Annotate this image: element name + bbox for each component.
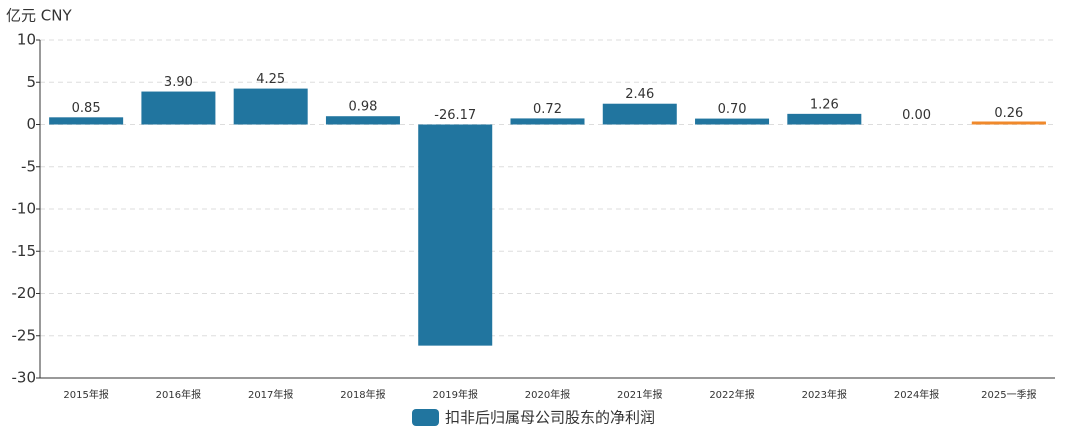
x-tick-label: 2022年报 (709, 388, 754, 401)
bar (141, 91, 216, 125)
value-label: 2.46 (625, 87, 654, 102)
y-tick-label: 5 (26, 73, 36, 91)
value-label: 0.72 (533, 102, 562, 117)
x-tick-label: 2015年报 (63, 388, 108, 401)
y-tick-label: -20 (12, 284, 37, 302)
legend-label: 扣非后归属母公司股东的净利润 (445, 409, 655, 427)
x-tick-label: 2020年报 (525, 388, 570, 401)
x-tick-label: 2019年报 (433, 388, 478, 401)
bar (233, 88, 308, 125)
bar (325, 116, 400, 125)
bar (510, 118, 585, 125)
value-label: 0.70 (718, 102, 747, 117)
x-tick-label: 2021年报 (617, 388, 662, 401)
bar (418, 124, 493, 346)
value-label: 0.98 (348, 100, 377, 115)
legend-swatch (412, 409, 439, 426)
y-tick-label: -15 (12, 242, 37, 260)
y-tick-label: 0 (26, 115, 36, 133)
x-tick-label: 2018年报 (340, 388, 385, 401)
bar (602, 103, 677, 125)
bar (49, 117, 124, 125)
value-label: 0.00 (902, 108, 931, 123)
y-tick-label: -25 (12, 326, 37, 344)
value-label: 1.26 (810, 97, 839, 112)
y-tick-label: -10 (12, 200, 37, 218)
value-label: 0.85 (72, 101, 101, 116)
y-axis-label: 亿元 CNY (6, 7, 72, 25)
value-label: 4.25 (256, 72, 285, 87)
value-label: 0.26 (994, 106, 1023, 121)
bar (787, 113, 862, 125)
value-label: -26.17 (434, 108, 476, 123)
value-label: 3.90 (164, 75, 193, 90)
x-tick-label: 2025一季报 (981, 388, 1036, 401)
x-tick-label: 2016年报 (156, 388, 201, 401)
y-tick-label: -5 (21, 157, 36, 175)
bar (971, 121, 1046, 125)
y-tick-label: 10 (17, 31, 36, 49)
x-tick-label: 2017年报 (248, 388, 293, 401)
x-tick-label: 2023年报 (802, 388, 847, 401)
x-tick-label: 2024年报 (894, 388, 939, 401)
y-tick-label: -30 (12, 369, 37, 387)
bar (695, 118, 770, 125)
